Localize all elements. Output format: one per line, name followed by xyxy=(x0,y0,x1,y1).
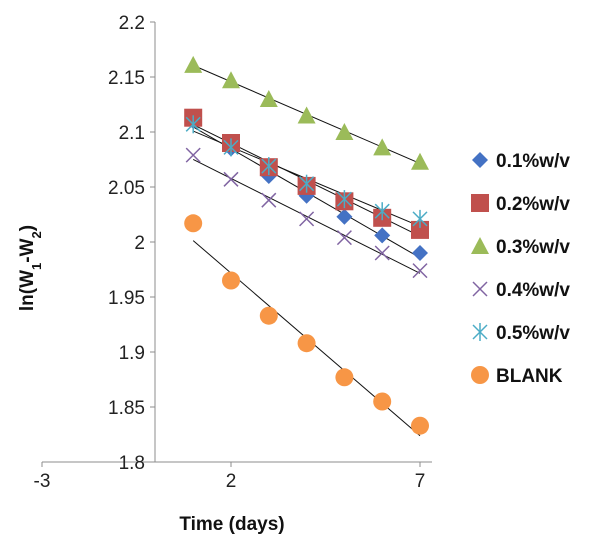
data-point xyxy=(374,227,391,244)
y-tick-label: 2.05 xyxy=(108,178,145,199)
legend: 0.1%w/v 0.2%w/v 0.3%w/v 0.4%w/v 0.5%w/v BLANK xyxy=(471,151,570,387)
data-point xyxy=(373,392,392,411)
data-point xyxy=(411,220,429,239)
data-point xyxy=(412,245,428,261)
legend-label: 0.3%w/v xyxy=(496,237,570,258)
data-point xyxy=(222,71,240,89)
legend-label: 0.4%w/v xyxy=(496,280,570,301)
tick-labels-layer: 1.8 1.85 1.9 1.95 2 2.05 2.1 2.15 2.2 -3 2 7 xyxy=(34,13,426,492)
data-point xyxy=(299,211,315,227)
y-tick-label: 1.8 xyxy=(119,453,145,474)
data-point xyxy=(336,230,352,246)
x-tick-label: 7 xyxy=(415,471,426,492)
data-point xyxy=(261,192,277,208)
data-point xyxy=(259,90,278,107)
legend-label: 0.2%w/v xyxy=(496,194,570,215)
y-tick-label: 2.15 xyxy=(108,68,145,89)
data-point xyxy=(261,157,277,176)
data-point xyxy=(412,263,428,279)
data-point xyxy=(299,174,315,193)
data-point xyxy=(411,152,429,170)
data-point xyxy=(297,334,316,353)
y-tick-label: 1.85 xyxy=(108,398,145,419)
points-layer xyxy=(184,55,429,435)
data-point xyxy=(184,55,203,73)
data-point xyxy=(222,271,240,290)
data-point xyxy=(223,138,239,157)
y-tick-label: 2.2 xyxy=(119,13,145,34)
x-axis-title: Time (days) xyxy=(179,514,284,535)
data-point xyxy=(336,190,352,209)
axes-layer xyxy=(41,21,432,467)
data-point xyxy=(412,209,428,228)
data-point xyxy=(223,171,239,187)
legend-marker xyxy=(472,152,488,168)
data-point xyxy=(184,214,203,233)
x-tick-label: 2 xyxy=(226,471,237,492)
y-tick-label: 2 xyxy=(134,233,145,254)
legend-label: BLANK xyxy=(496,366,563,387)
data-point xyxy=(336,208,353,225)
data-point xyxy=(185,115,201,134)
legend-label: 0.1%w/v xyxy=(496,151,570,172)
y-axis-title: ln(W1-W2) xyxy=(17,225,44,311)
legend-marker xyxy=(471,194,489,212)
legend-marker xyxy=(472,281,488,297)
data-point xyxy=(374,245,390,261)
legend-label: 0.5%w/v xyxy=(496,323,570,344)
data-point xyxy=(335,123,354,140)
data-point xyxy=(185,147,201,163)
data-point xyxy=(411,416,429,435)
legend-marker xyxy=(471,237,489,254)
y-tick-label: 2.1 xyxy=(119,123,145,144)
x-tick-label: -3 xyxy=(34,471,51,492)
data-point xyxy=(259,306,278,325)
legend-marker xyxy=(472,323,488,341)
y-tick-label: 1.95 xyxy=(108,288,145,309)
data-point xyxy=(373,138,392,156)
legend-marker xyxy=(471,366,489,384)
y-tick-label: 1.9 xyxy=(119,343,145,364)
data-point xyxy=(374,202,390,221)
data-point xyxy=(297,106,316,124)
data-point xyxy=(335,368,354,387)
